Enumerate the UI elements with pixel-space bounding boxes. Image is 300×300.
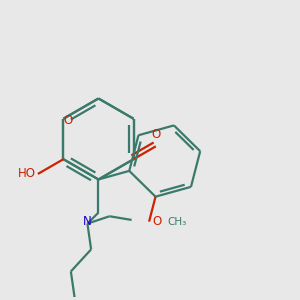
Text: N: N (83, 215, 92, 228)
Text: O: O (152, 215, 161, 228)
Text: HO: HO (18, 167, 36, 180)
Text: O: O (151, 128, 160, 141)
Text: CH₃: CH₃ (167, 217, 187, 226)
Text: O: O (63, 114, 73, 127)
